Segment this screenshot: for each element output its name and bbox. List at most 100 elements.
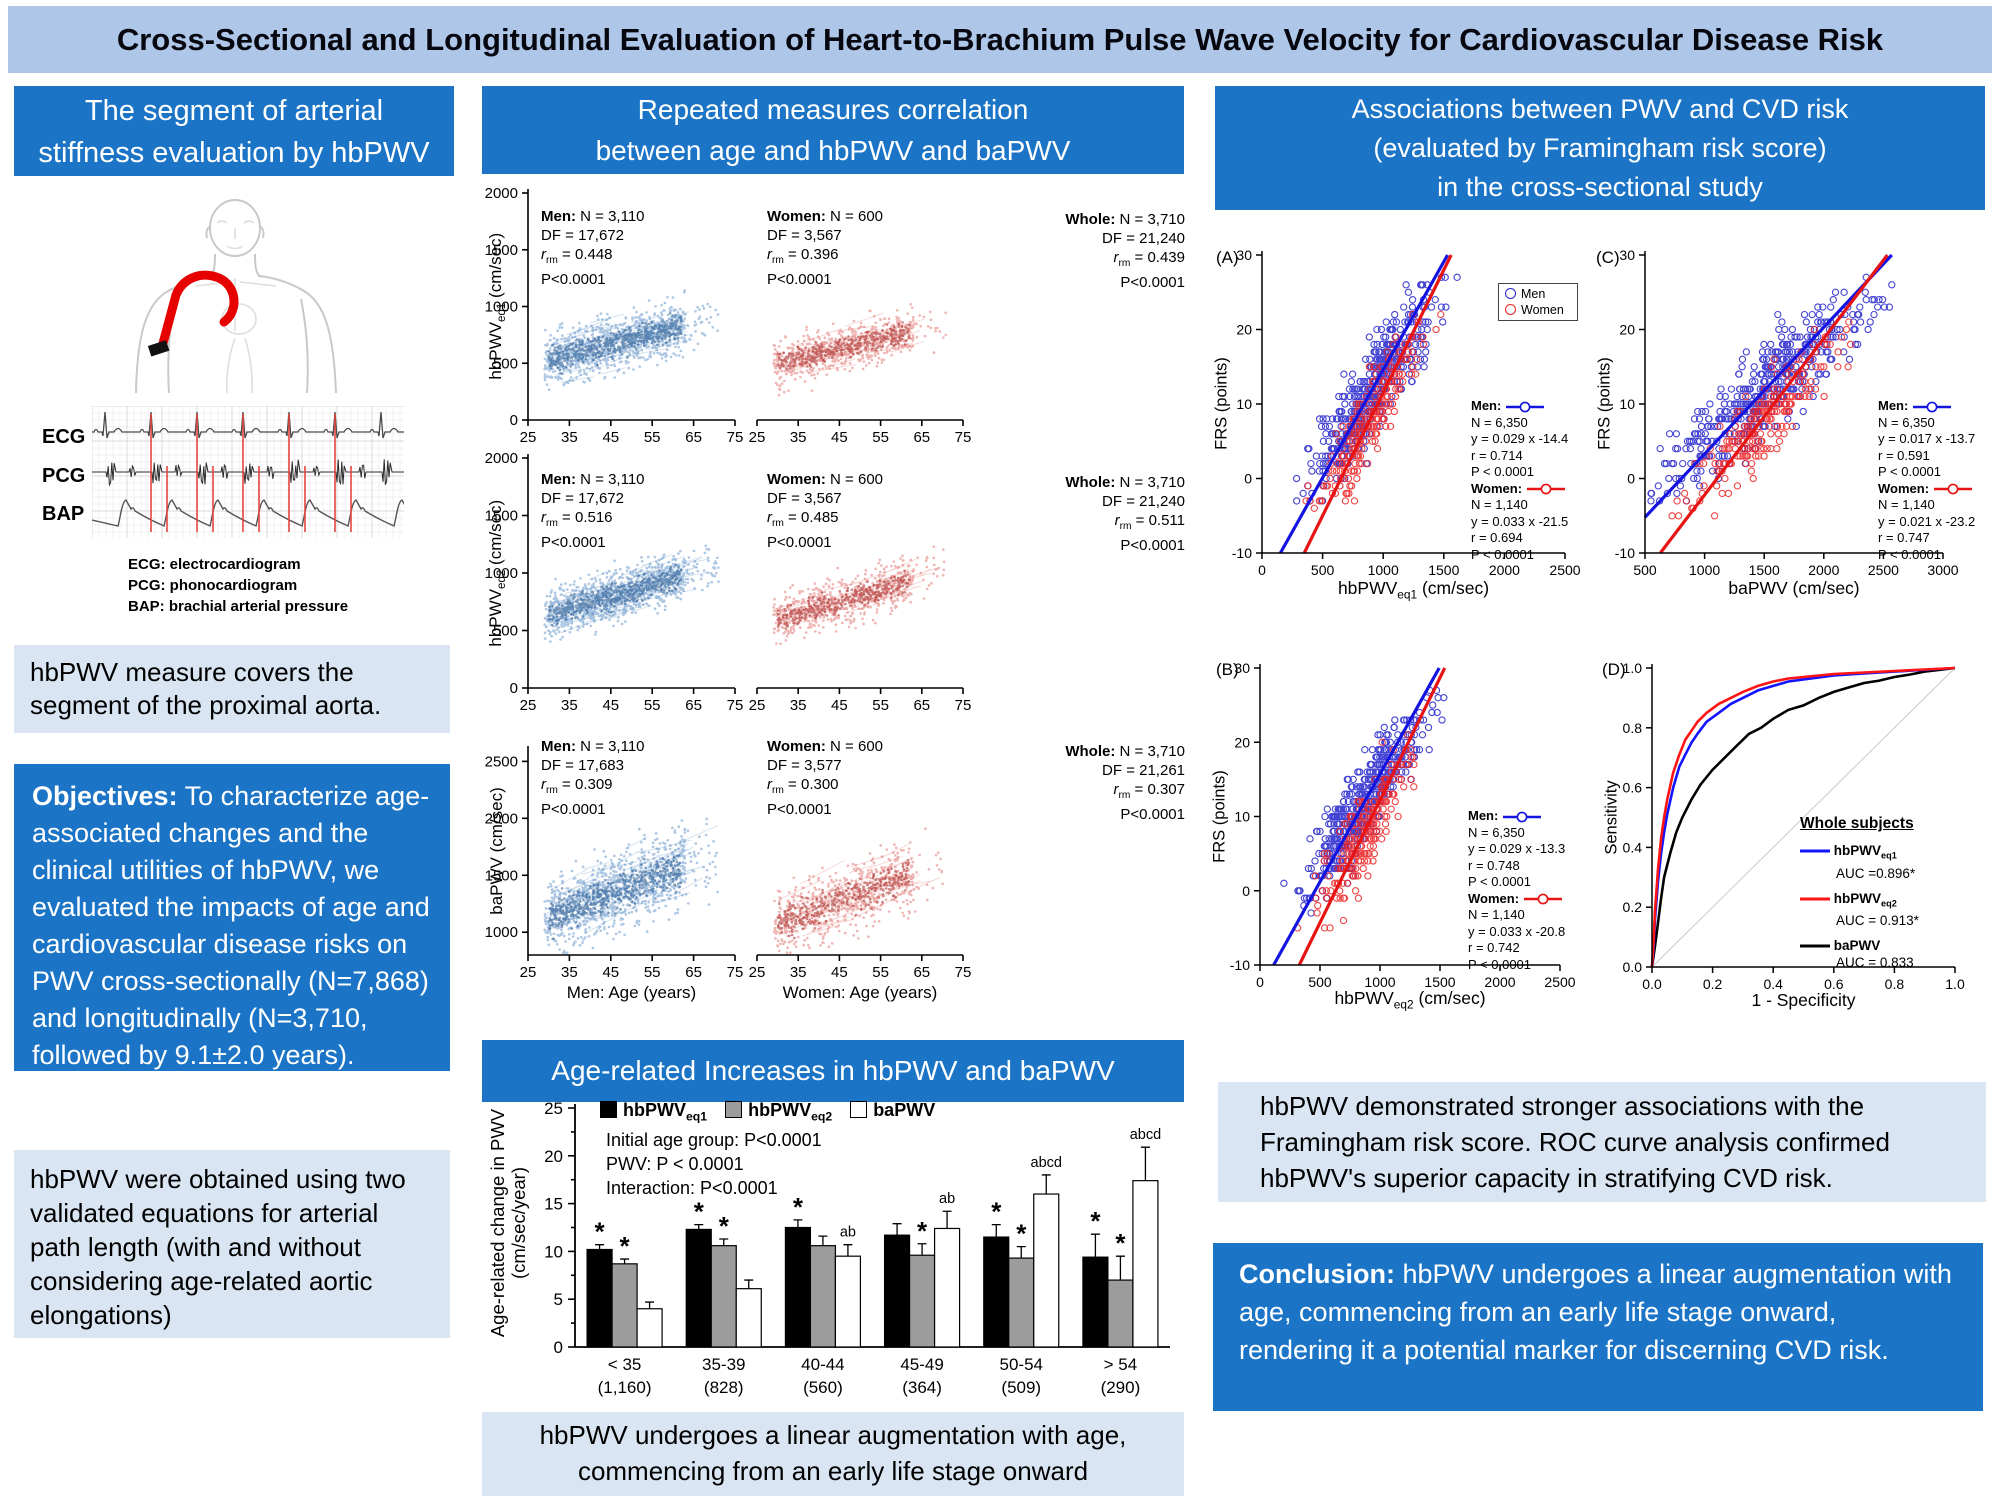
tick-label: 35 bbox=[790, 697, 807, 714]
conclusion-box: Conclusion: hbPWV undergoes a linear aug… bbox=[1213, 1243, 1983, 1411]
conclusion-text: hbPWV undergoes a linear augmentation wi… bbox=[1239, 1259, 1952, 1365]
sig-star: * bbox=[991, 1197, 1002, 1227]
tick-label: 20 bbox=[1619, 322, 1635, 338]
body-diagram bbox=[135, 199, 337, 394]
error-bar bbox=[917, 1243, 927, 1256]
bar bbox=[586, 1248, 613, 1348]
tick-label: 0 bbox=[1242, 883, 1250, 899]
tick-label: 2000 bbox=[1808, 562, 1839, 578]
tick-label: 0 bbox=[1258, 562, 1266, 578]
tick-label: 0 bbox=[510, 680, 518, 697]
poster-title: Cross-Sectional and Longitudinal Evaluat… bbox=[8, 6, 1992, 73]
tick-label: 45 bbox=[602, 697, 619, 714]
tick-label: 0.6 bbox=[1824, 976, 1844, 992]
tick-label: 35 bbox=[790, 429, 807, 446]
tick-label: -10 bbox=[1232, 545, 1252, 561]
tick-label: 2000 bbox=[485, 450, 518, 467]
tick-label: 1500 bbox=[1424, 974, 1455, 990]
tick-label: 35 bbox=[790, 964, 807, 981]
tick-label: 0.8 bbox=[1623, 720, 1643, 736]
tick-label: 45 bbox=[602, 429, 619, 446]
tick-label: 30 bbox=[1619, 247, 1635, 263]
tick-label: 55 bbox=[644, 429, 661, 446]
tick-label: 75 bbox=[955, 964, 972, 981]
tick-label: 0 bbox=[1256, 974, 1264, 990]
bar bbox=[1107, 1279, 1134, 1348]
roc-curve-eq1 bbox=[1650, 666, 1956, 968]
objectives-box: Objectives: To characterize age-associat… bbox=[14, 764, 450, 1071]
right-note: hbPWV demonstrated stronger associations… bbox=[1218, 1082, 1986, 1202]
tick-label: 0.4 bbox=[1763, 976, 1783, 992]
error-bar bbox=[1115, 1255, 1125, 1281]
tick-label: 2000 bbox=[1489, 562, 1520, 578]
tick-label: 25 bbox=[520, 964, 537, 981]
error-bar bbox=[620, 1258, 630, 1264]
tick-label: 10 bbox=[1236, 396, 1252, 412]
roc-diagonal bbox=[1651, 667, 1956, 968]
tick-label: 1000 bbox=[1368, 562, 1399, 578]
men-regression-line bbox=[1643, 253, 1893, 519]
tick-label: 1500 bbox=[1428, 562, 1459, 578]
tick-label: 65 bbox=[685, 429, 702, 446]
bar bbox=[1033, 1193, 1060, 1348]
tick-label: 30 bbox=[1236, 247, 1252, 263]
tick-label: 15 bbox=[544, 1195, 563, 1214]
error-bar bbox=[793, 1219, 803, 1228]
tick-label: 2000 bbox=[485, 810, 518, 827]
tick-label: 500 bbox=[1633, 562, 1657, 578]
left-note-proximal-aorta: hbPWV measure covers the segment of the … bbox=[14, 645, 450, 733]
error-bar bbox=[1090, 1233, 1100, 1258]
tick-label: 1500 bbox=[485, 242, 518, 259]
bar-section-header: Age-related Increases in hbPWV and baPWV bbox=[482, 1040, 1184, 1102]
tick-label: 20 bbox=[1234, 734, 1250, 750]
right-section-header: Associations between PWV and CVD risk (e… bbox=[1215, 86, 1985, 210]
bar bbox=[834, 1255, 862, 1348]
sig-star: * bbox=[1115, 1228, 1126, 1258]
tick-label: 65 bbox=[685, 964, 702, 981]
error-bar bbox=[694, 1223, 704, 1230]
tick-label: 10 bbox=[544, 1242, 563, 1261]
middle-note: hbPWV undergoes a linear augmentation wi… bbox=[482, 1412, 1184, 1496]
sig-star: * bbox=[1016, 1219, 1027, 1249]
bar bbox=[883, 1234, 911, 1348]
tick-label: 3000 bbox=[1927, 562, 1958, 578]
tick-label: 0 bbox=[1627, 471, 1635, 487]
bar bbox=[983, 1236, 1010, 1348]
trace-legend: ECG: electrocardiogram PCG: phonocardiog… bbox=[128, 556, 349, 615]
tick-label: 20 bbox=[1236, 322, 1252, 338]
tick-label: 55 bbox=[872, 697, 889, 714]
error-bar bbox=[991, 1223, 1001, 1238]
bar bbox=[735, 1288, 762, 1348]
sig-letters: ab bbox=[939, 1191, 955, 1207]
bar bbox=[685, 1228, 712, 1348]
women-regression-line bbox=[1659, 254, 1889, 554]
frs-scatter-circles bbox=[1292, 273, 1461, 505]
error-bar bbox=[843, 1244, 853, 1257]
tick-label: 10 bbox=[1234, 809, 1250, 825]
tick-label: 25 bbox=[749, 697, 766, 714]
error-bar bbox=[942, 1210, 952, 1229]
scatter-points-core bbox=[776, 570, 911, 630]
tick-label: 35 bbox=[561, 964, 578, 981]
tick-label: 25 bbox=[520, 697, 537, 714]
women-regression-line bbox=[1297, 667, 1447, 966]
sig-star: * bbox=[1090, 1206, 1101, 1236]
objectives-label: Objectives: bbox=[32, 781, 178, 811]
tick-label: 75 bbox=[955, 429, 972, 446]
trace-label-ecg: ECG bbox=[42, 426, 86, 448]
bar bbox=[908, 1254, 936, 1348]
tick-label: 55 bbox=[644, 697, 661, 714]
bar bbox=[636, 1308, 663, 1348]
bar bbox=[809, 1245, 837, 1348]
tick-label: 30 bbox=[1234, 660, 1250, 676]
error-bar bbox=[719, 1238, 729, 1246]
women-regression-line bbox=[1302, 254, 1453, 554]
tick-label: 0.4 bbox=[1623, 839, 1643, 855]
tick-label: 1500 bbox=[485, 867, 518, 884]
tick-label: 0.2 bbox=[1703, 976, 1723, 992]
tick-label: 0 bbox=[1244, 471, 1252, 487]
frs-scatter-circles bbox=[1647, 273, 1896, 505]
trace-label-bap: BAP bbox=[42, 503, 85, 525]
men-regression-line bbox=[1278, 254, 1449, 554]
